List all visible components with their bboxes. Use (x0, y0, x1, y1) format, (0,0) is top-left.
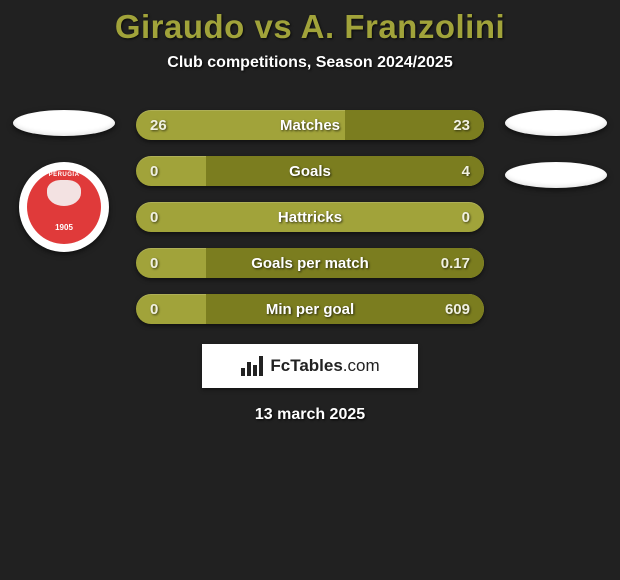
date-line: 13 march 2025 (0, 406, 620, 424)
left-player-col: PERUGIA 1905 (10, 110, 118, 252)
brand-text: FcTables.com (270, 356, 379, 376)
right-player-col (502, 110, 610, 188)
stat-label: Hattricks (136, 209, 484, 226)
club-badge-right-placeholder (505, 162, 607, 188)
stat-value-right: 0 (434, 209, 470, 226)
club-badge-left-year: 1905 (55, 224, 73, 232)
stat-label: Goals per match (136, 255, 484, 272)
player-left-avatar-placeholder (13, 110, 115, 136)
stat-bar: 0Min per goal609 (136, 294, 484, 324)
stat-bar: 0Hattricks0 (136, 202, 484, 232)
brand-bars-icon (240, 356, 264, 376)
stat-value-right: 4 (434, 163, 470, 180)
club-badge-left-inner: PERUGIA 1905 (27, 170, 101, 244)
stat-value-right: 23 (434, 117, 470, 134)
stat-label: Min per goal (136, 301, 484, 318)
player-right-avatar-placeholder (505, 110, 607, 136)
main-row: PERUGIA 1905 26Matches230Goals40Hattrick… (0, 110, 620, 324)
brand-attribution: FcTables.com (202, 344, 418, 388)
club-badge-left: PERUGIA 1905 (19, 162, 109, 252)
comparison-card: Giraudo vs A. Franzolini Club competitio… (0, 0, 620, 424)
page-title: Giraudo vs A. Franzolini (0, 8, 620, 46)
stat-bar: 0Goals4 (136, 156, 484, 186)
subtitle: Club competitions, Season 2024/2025 (0, 54, 620, 72)
stats-column: 26Matches230Goals40Hattricks00Goals per … (136, 110, 484, 324)
stat-value-right: 0.17 (434, 255, 470, 272)
stat-label: Goals (136, 163, 484, 180)
brand-suffix: .com (343, 356, 380, 375)
stat-bar: 26Matches23 (136, 110, 484, 140)
stat-value-right: 609 (434, 301, 470, 318)
stat-label: Matches (136, 117, 484, 134)
brand-name: FcTables (270, 356, 342, 375)
club-badge-left-name: PERUGIA (49, 172, 80, 178)
stat-bar: 0Goals per match0.17 (136, 248, 484, 278)
